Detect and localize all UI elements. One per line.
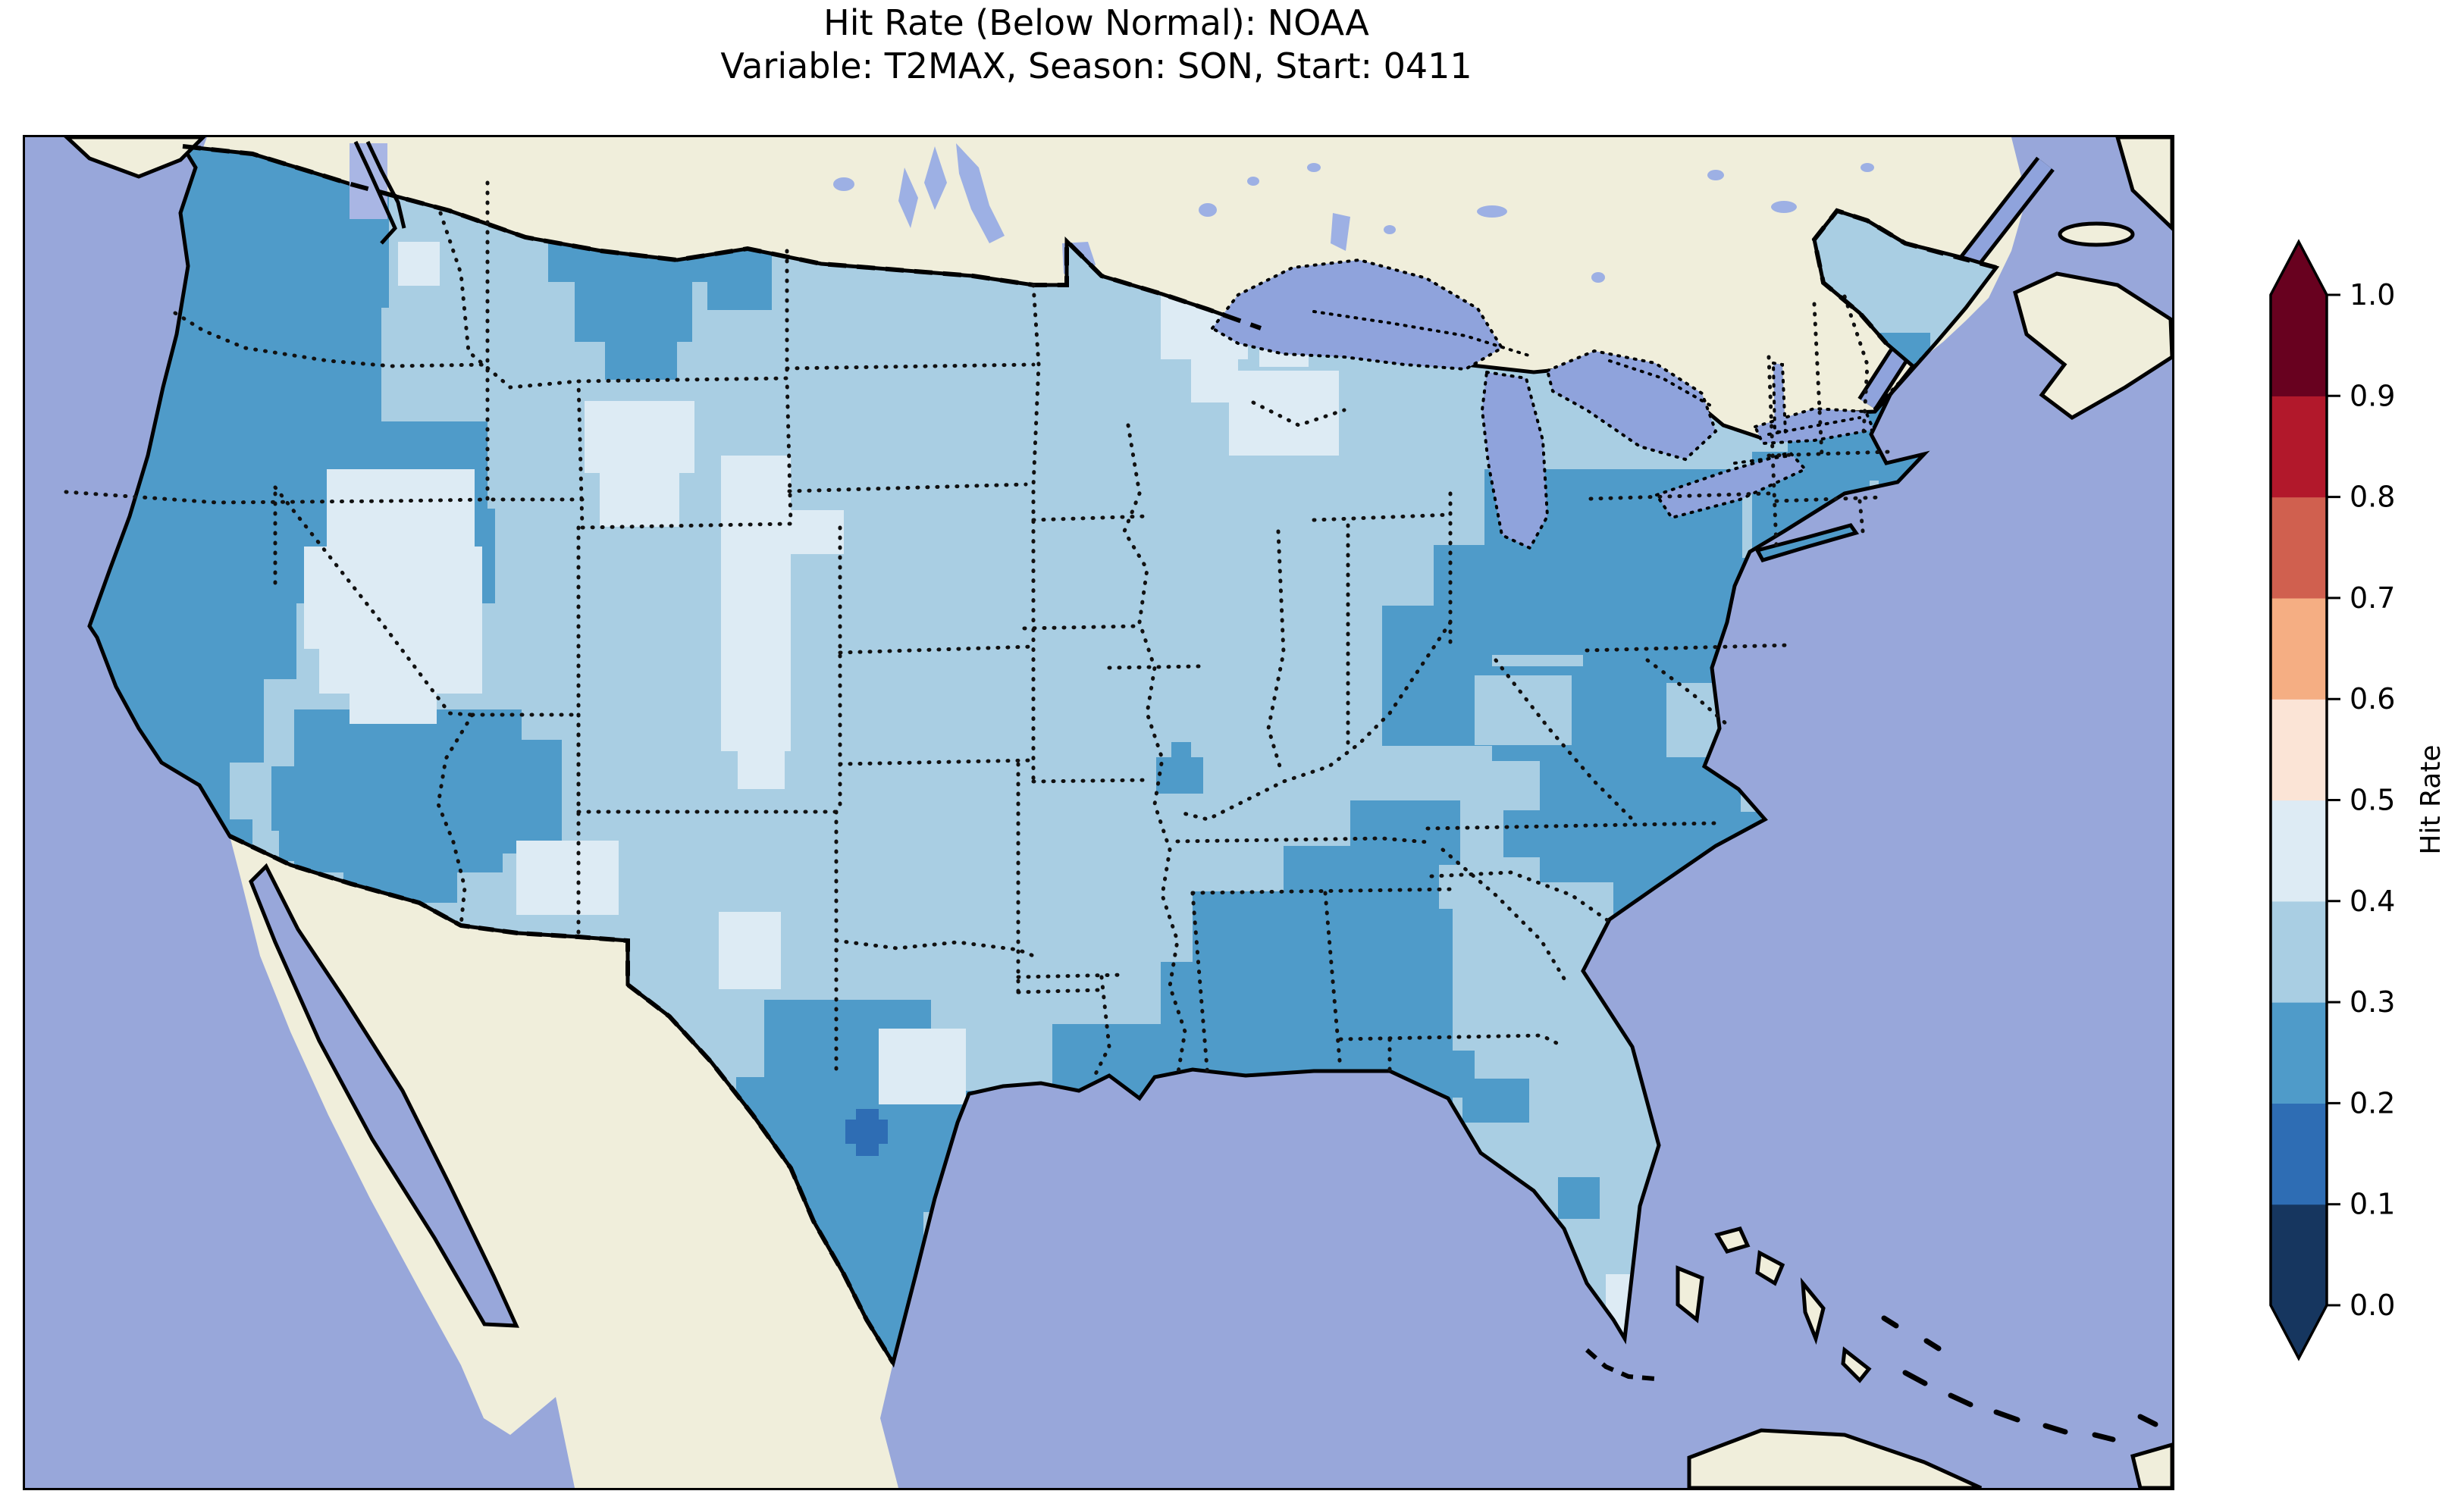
lake-huron [1545,349,1718,462]
puget-sound-water [350,143,387,219]
atlantic-gulf-ocean [880,137,2172,1488]
colorbar-segment-0.5-0.6 [2271,699,2327,801]
prince-edward-island [2058,221,2135,247]
colorbar-tick-labels: 0.0 0.1 0.2 0.3 0.4 0.5 0.6 0.7 0.8 0.9 1.0 [2350,278,2395,1322]
us-mexico-border [228,834,895,1364]
us-hit-rate-map [25,137,2172,1488]
bahamas-4 [1841,1346,1872,1383]
nova-scotia [2013,271,2172,420]
islands [64,137,2172,1488]
lake-erie [1654,450,1808,520]
puget-sound-coast [353,140,406,245]
region-great-basin [304,469,482,724]
lake-superior [1210,258,1504,371]
colorbar-segment-0.1-0.2 [2271,1103,2327,1205]
figure-subtitle: Variable: T2MAX, Season: SON, Start: 041… [720,45,1472,86]
region-south-texas-dark-spot [845,1109,888,1156]
bahamas-1 [1714,1226,1751,1254]
newfoundland-corner [2115,137,2172,231]
border-through-lakes [1312,266,1998,465]
colorbar-tick-label: 0.4 [2350,885,2395,918]
colorbar-label: Hit Rate [2415,744,2447,854]
cuba [1687,1428,1983,1488]
region-missouri-spot [1156,742,1203,794]
colorbar-segment-0.2-0.3 [2271,1002,2327,1104]
lake-champlain [1771,361,1788,435]
bahamas-3 [1800,1277,1826,1345]
colorbar-over-arrow [2271,242,2327,295]
pacific-ocean [25,137,575,1488]
colorbar-segments [2271,242,2327,1358]
region-new-mexico-diamond [516,841,619,915]
lake-ontario [1753,406,1876,446]
map-panel [23,135,2174,1490]
colorbar-segment-0.7-0.8 [2271,496,2327,599]
colorbar-segment-0.8-0.9 [2271,396,2327,498]
colorbar-tick-label: 0.8 [2350,481,2395,514]
colorbar-segment-0.6-0.7 [2271,597,2327,700]
region-houston-pale-hole [879,1029,966,1104]
region-montana-white-cross [398,242,440,286]
colorbar-tick-label: 0.7 [2350,581,2395,615]
region-east-colorado-band [721,456,844,789]
gulf-of-california [249,863,519,1328]
colorbar-tick-label: 0.0 [2350,1289,2395,1322]
region-north-wyoming [585,401,694,527]
colorbar-segment-0.9-1.0 [2271,295,2327,396]
colorbar-segment-0.0-0.1 [2271,1204,2327,1306]
bahamas-2 [1755,1250,1785,1286]
colorbar-tick-label: 0.3 [2350,985,2395,1019]
colorbar-tick-label: 0.2 [2350,1086,2395,1120]
colorbar-outline [2269,239,2328,1361]
colorbar-under-arrow [2271,1305,2327,1358]
lake-michigan [1480,370,1550,550]
colorbar-segment-0.3-0.4 [2271,900,2327,1003]
region-west-texas-patch [719,912,781,989]
figure-title-block: Hit Rate (Below Normal): NOAA Variable: … [23,2,2170,88]
region-south-florida-spot [1558,1177,1600,1219]
colorbar-segment-0.4-0.5 [2271,800,2327,902]
colorbar-ticks [2327,293,2340,1307]
colorbar-tick-label: 0.9 [2350,379,2395,412]
figure-title: Hit Rate (Below Normal): NOAA [823,2,1369,43]
us-canada-border [182,144,1262,330]
colorbar-tick-label: 0.1 [2350,1188,2395,1221]
state-borders [64,180,1892,1079]
region-west-virginia-hole [1475,675,1572,745]
long-island [1754,523,1860,562]
small-cays [1881,1315,2158,1442]
hispaniola-tip [2130,1442,2172,1488]
colorbar-tick-label: 0.5 [2350,784,2395,817]
colorbar-tick-label: 0.6 [2350,682,2395,716]
vancouver-island [64,137,206,179]
colorbar-tick-label: 1.0 [2350,278,2395,312]
bahamas-andros [1676,1265,1704,1323]
